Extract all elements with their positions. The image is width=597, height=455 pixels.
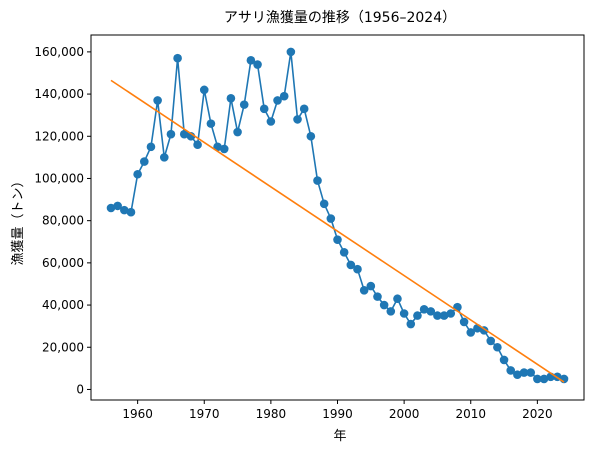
x-tick-label: 1960 <box>122 407 153 421</box>
catch-data-point <box>539 374 549 384</box>
plot-frame <box>90 34 585 401</box>
y-axis: 0 20,000 40,000 60,000 80,000 100,000 120,000 1… <box>34 45 91 396</box>
catch-data-point <box>199 85 209 95</box>
catch-data-point <box>379 300 389 310</box>
catch-data-point <box>386 307 396 316</box>
catch-data-point <box>179 129 189 139</box>
x-axis-title: 年 <box>333 429 346 444</box>
y-axis-title: 漁獲量（トン） <box>11 174 26 265</box>
catch-data-point <box>266 117 276 126</box>
catch-data-point <box>406 319 416 329</box>
y-tick-label: 0 <box>76 382 84 396</box>
x-tick-label: 2010 <box>455 407 486 421</box>
catch-data-point <box>306 131 316 141</box>
x-tick-label: 1980 <box>256 407 287 421</box>
catch-data-point <box>286 47 296 57</box>
catch-data-point <box>133 169 142 179</box>
catch-data-point <box>253 60 262 69</box>
catch-data-point <box>120 205 129 215</box>
catch-data-point <box>446 309 456 318</box>
catch-data-point <box>419 304 429 314</box>
catch-data-point <box>173 53 182 63</box>
x-tick-label: 2000 <box>389 407 420 421</box>
catch-data-point <box>413 311 422 320</box>
catch-data-point <box>126 207 136 217</box>
catch-data-point <box>139 157 149 166</box>
y-tick-label: 160,000 <box>34 45 84 59</box>
plot-area <box>90 34 585 401</box>
catch-data-point <box>439 311 449 320</box>
y-tick-label: 140,000 <box>34 87 84 101</box>
catch-data-point <box>279 91 289 101</box>
series-layer <box>106 47 569 384</box>
catch-data-point <box>493 342 502 352</box>
trend-line <box>110 79 565 383</box>
chart-title: アサリ漁獲量の推移（1956–2024） <box>224 10 456 26</box>
catch-data-point <box>519 368 529 377</box>
catch-data-point <box>506 366 516 375</box>
catch-data-point <box>526 368 536 377</box>
catch-data-point <box>193 140 202 150</box>
catch-data-point <box>459 317 469 327</box>
catch-data-point <box>333 235 342 244</box>
catch-data-point <box>393 294 402 304</box>
y-tick-label: 60,000 <box>42 256 84 270</box>
catch-data-point <box>433 311 442 320</box>
catch-data-point <box>426 307 436 316</box>
catch-data-point <box>259 104 269 114</box>
y-tick-label: 100,000 <box>34 171 84 185</box>
catch-data-point <box>499 355 509 365</box>
catch-data-point <box>399 309 409 318</box>
catch-data-point <box>339 248 349 257</box>
catch-data-point <box>533 374 542 384</box>
catch-data-point <box>326 214 336 223</box>
y-tick-label: 120,000 <box>34 129 84 143</box>
catch-data-point <box>313 176 322 185</box>
catch-data-point <box>206 119 216 128</box>
x-tick-label: 1970 <box>189 407 220 421</box>
catch-data-point <box>319 199 329 209</box>
catch-data-point <box>239 100 249 109</box>
catch-data-point <box>233 127 242 137</box>
catch-data-point <box>366 281 376 291</box>
catch-data-point <box>273 96 282 105</box>
catch-data-point <box>299 104 309 114</box>
catch-data-point <box>346 260 356 270</box>
catch-data-point <box>486 336 496 346</box>
y-tick-label: 40,000 <box>42 298 84 312</box>
catch-data-point <box>146 142 156 152</box>
catch-data-point <box>466 328 476 337</box>
catch-data-point <box>113 201 122 211</box>
catch-data-point <box>373 292 382 301</box>
x-axis: 1960 1970 1980 1990 2000 2010 2020 <box>122 400 553 421</box>
y-tick-label: 20,000 <box>42 340 84 354</box>
catch-data-point <box>246 56 256 65</box>
catch-data-point <box>359 285 369 295</box>
x-tick-label: 1990 <box>322 407 353 421</box>
catch-data-point <box>226 93 236 103</box>
catch-data-point <box>166 129 176 139</box>
x-tick-label: 2020 <box>522 407 553 421</box>
catch-data-point <box>153 96 162 105</box>
catch-data-point <box>159 153 169 162</box>
catch-data-point <box>106 203 116 213</box>
catch-data-point <box>513 370 522 379</box>
catch-data-point <box>353 264 362 274</box>
catch-data-point <box>293 115 302 124</box>
y-tick-label: 80,000 <box>42 214 84 228</box>
catch-data-point <box>219 144 229 154</box>
